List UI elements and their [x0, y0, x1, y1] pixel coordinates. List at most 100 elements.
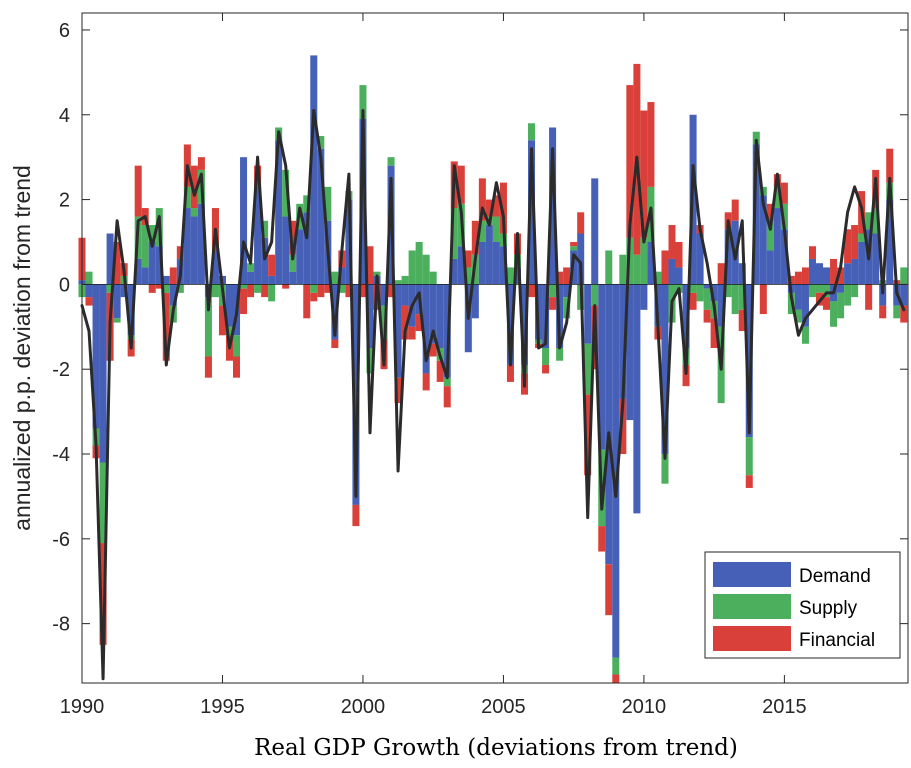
x-tick-label: 2010	[622, 696, 667, 718]
bar-demand	[211, 250, 219, 285]
bar-financial	[471, 220, 479, 255]
bar-financial	[886, 148, 894, 183]
bar-supply	[563, 297, 571, 319]
bar-supply	[415, 241, 423, 285]
bar-financial	[682, 364, 690, 387]
bar-financial	[563, 267, 571, 285]
bar-financial	[492, 195, 500, 217]
bar-demand	[450, 258, 458, 285]
bar-demand	[696, 233, 704, 285]
bar-demand	[303, 212, 311, 285]
bar-financial	[528, 284, 536, 298]
bar-supply	[689, 284, 697, 293]
bar-financial	[478, 178, 486, 221]
bar-demand	[85, 284, 93, 298]
bar-demand	[247, 271, 255, 285]
bar-supply	[549, 284, 557, 298]
bar-financial	[640, 110, 648, 238]
bar-demand	[900, 284, 908, 306]
bar-financial	[823, 297, 831, 310]
bar-supply	[823, 284, 831, 298]
bar-demand	[710, 284, 718, 302]
y-ticks: -8 -6 -4 -2 0 2 4 6	[52, 20, 908, 636]
bar-financial	[113, 241, 121, 285]
bar-supply	[696, 284, 704, 302]
bar-financial	[457, 165, 465, 204]
y-tick-label: 0	[59, 274, 70, 296]
bar-supply	[387, 157, 395, 166]
y-tick-label: -8	[52, 614, 70, 636]
bar-supply	[141, 225, 149, 268]
bar-supply	[556, 348, 564, 361]
bar-financial	[542, 364, 550, 374]
bar-financial	[162, 292, 170, 361]
bar-supply	[745, 437, 753, 476]
bar-financial	[731, 199, 739, 221]
legend-label-supply: Supply	[799, 598, 858, 619]
bar-financial	[240, 288, 248, 315]
bar-supply	[401, 275, 409, 285]
bar-supply	[584, 343, 592, 395]
bar-financial	[626, 85, 634, 238]
bar-supply	[366, 348, 374, 374]
bar-supply	[633, 254, 641, 285]
bar-financial	[584, 394, 592, 476]
bar-supply	[865, 212, 873, 230]
bar-financial	[675, 241, 683, 268]
bar-demand	[331, 284, 339, 340]
bar-financial	[668, 225, 676, 259]
bar-supply	[148, 225, 156, 242]
bar-demand	[640, 284, 648, 310]
bar-demand	[577, 233, 585, 285]
bar-demand	[780, 229, 788, 285]
bar-supply	[233, 335, 241, 357]
bar-financial	[218, 305, 226, 336]
bar-financial	[794, 271, 802, 285]
bar-supply	[591, 284, 599, 306]
bar-demand	[584, 284, 592, 344]
bar-supply	[190, 208, 198, 217]
legend: Demand Supply Financial	[704, 551, 901, 659]
bar-financial	[780, 182, 788, 204]
bar-supply	[900, 267, 908, 285]
bar-demand	[766, 250, 774, 285]
bar-financial	[415, 314, 423, 332]
bar-demand	[120, 284, 128, 298]
legend-swatch-financial	[713, 626, 791, 651]
x-tick-label: 2015	[762, 696, 807, 718]
bar-supply	[324, 186, 332, 221]
bar-supply	[773, 186, 781, 209]
gdp-line	[80, 109, 906, 681]
bar-financial	[844, 229, 852, 264]
bar-demand	[759, 195, 767, 285]
bar-supply	[310, 284, 318, 293]
bar-supply	[394, 280, 402, 285]
bar-supply	[858, 233, 866, 242]
y-tick-label: 6	[59, 20, 70, 42]
bar-demand	[261, 237, 269, 285]
bar-financial	[879, 305, 887, 319]
bar-demand	[240, 157, 248, 285]
bar-demand	[513, 267, 521, 285]
bar-supply	[289, 254, 297, 272]
bar-supply	[844, 284, 852, 306]
bar-demand	[682, 284, 690, 348]
bar-supply	[261, 220, 269, 238]
bar-supply	[542, 348, 550, 365]
bar-supply	[780, 203, 788, 230]
bar-financial	[190, 165, 198, 209]
bar-demand	[612, 284, 620, 658]
bar-supply	[738, 284, 746, 310]
bar-supply	[766, 220, 774, 251]
bar-financial	[366, 246, 374, 285]
bar-demand	[549, 127, 557, 285]
legend-label-demand: Demand	[799, 566, 871, 587]
bar-supply	[211, 284, 219, 298]
bar-demand	[443, 284, 451, 378]
bar-demand	[506, 284, 514, 365]
bar-demand	[752, 144, 760, 285]
bar-financial	[394, 377, 402, 404]
bar-demand	[647, 241, 655, 285]
bar-demand	[668, 258, 676, 285]
x-tick-label: 1995	[200, 696, 245, 718]
